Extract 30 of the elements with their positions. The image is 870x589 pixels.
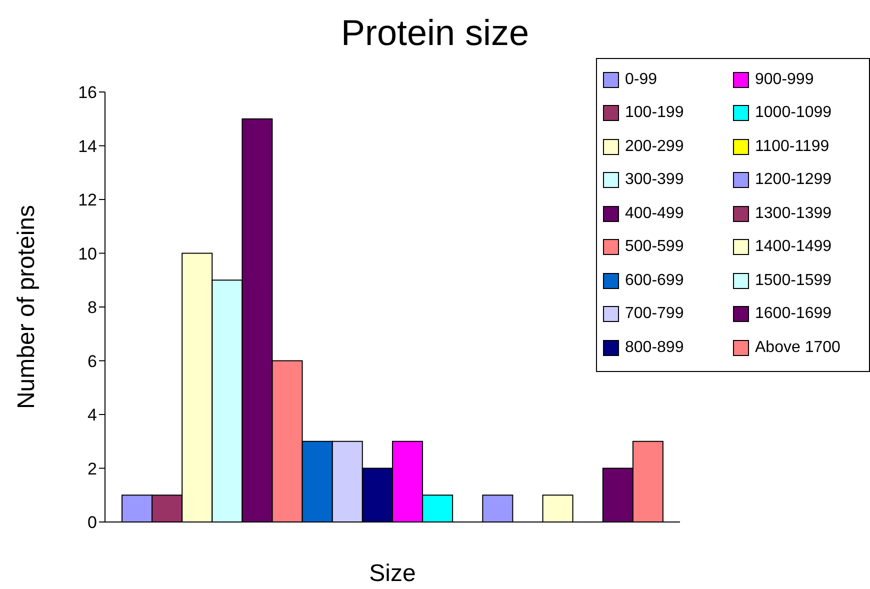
legend-label: 400-499 xyxy=(625,204,684,223)
legend-label: 900-999 xyxy=(755,70,814,89)
y-tick-label: 6 xyxy=(88,352,97,371)
y-tick-label: 16 xyxy=(78,83,97,102)
legend-label: 1200-1299 xyxy=(755,171,832,190)
y-tick-label: 10 xyxy=(78,244,97,264)
legend-label: 1500-1599 xyxy=(755,272,832,290)
legend-label: 200-299 xyxy=(625,138,684,156)
legend-label: 1400-1499 xyxy=(755,238,832,256)
legend-label: 100-199 xyxy=(625,104,684,122)
legend-label: 1300-1399 xyxy=(755,204,832,223)
x-axis-title: Size xyxy=(368,560,417,588)
legend-label: 1600-1699 xyxy=(755,305,832,324)
legend-label: 1100-1199 xyxy=(755,138,830,156)
y-tick-label: 12 xyxy=(78,190,97,210)
y-tick-label: 4 xyxy=(88,406,97,425)
y-tick-label: 8 xyxy=(88,298,97,318)
y-tick-label: 2 xyxy=(88,459,97,478)
legend-label: 700-799 xyxy=(625,305,684,324)
legend-label: 600-699 xyxy=(625,272,684,290)
legend-label: 500-599 xyxy=(625,238,684,256)
legend-label: 0-99 xyxy=(625,70,658,89)
legend-label: Above 1700 xyxy=(755,338,840,357)
legend-label: 300-399 xyxy=(625,171,684,190)
chart-title: Protein size xyxy=(340,12,530,54)
y-tick-label: 14 xyxy=(78,136,97,156)
legend-label: 800-899 xyxy=(625,338,684,357)
y-tick-label: 0 xyxy=(88,513,97,532)
legend-label: 1000-1099 xyxy=(755,104,832,122)
y-axis-title: Number of proteins xyxy=(13,204,41,410)
